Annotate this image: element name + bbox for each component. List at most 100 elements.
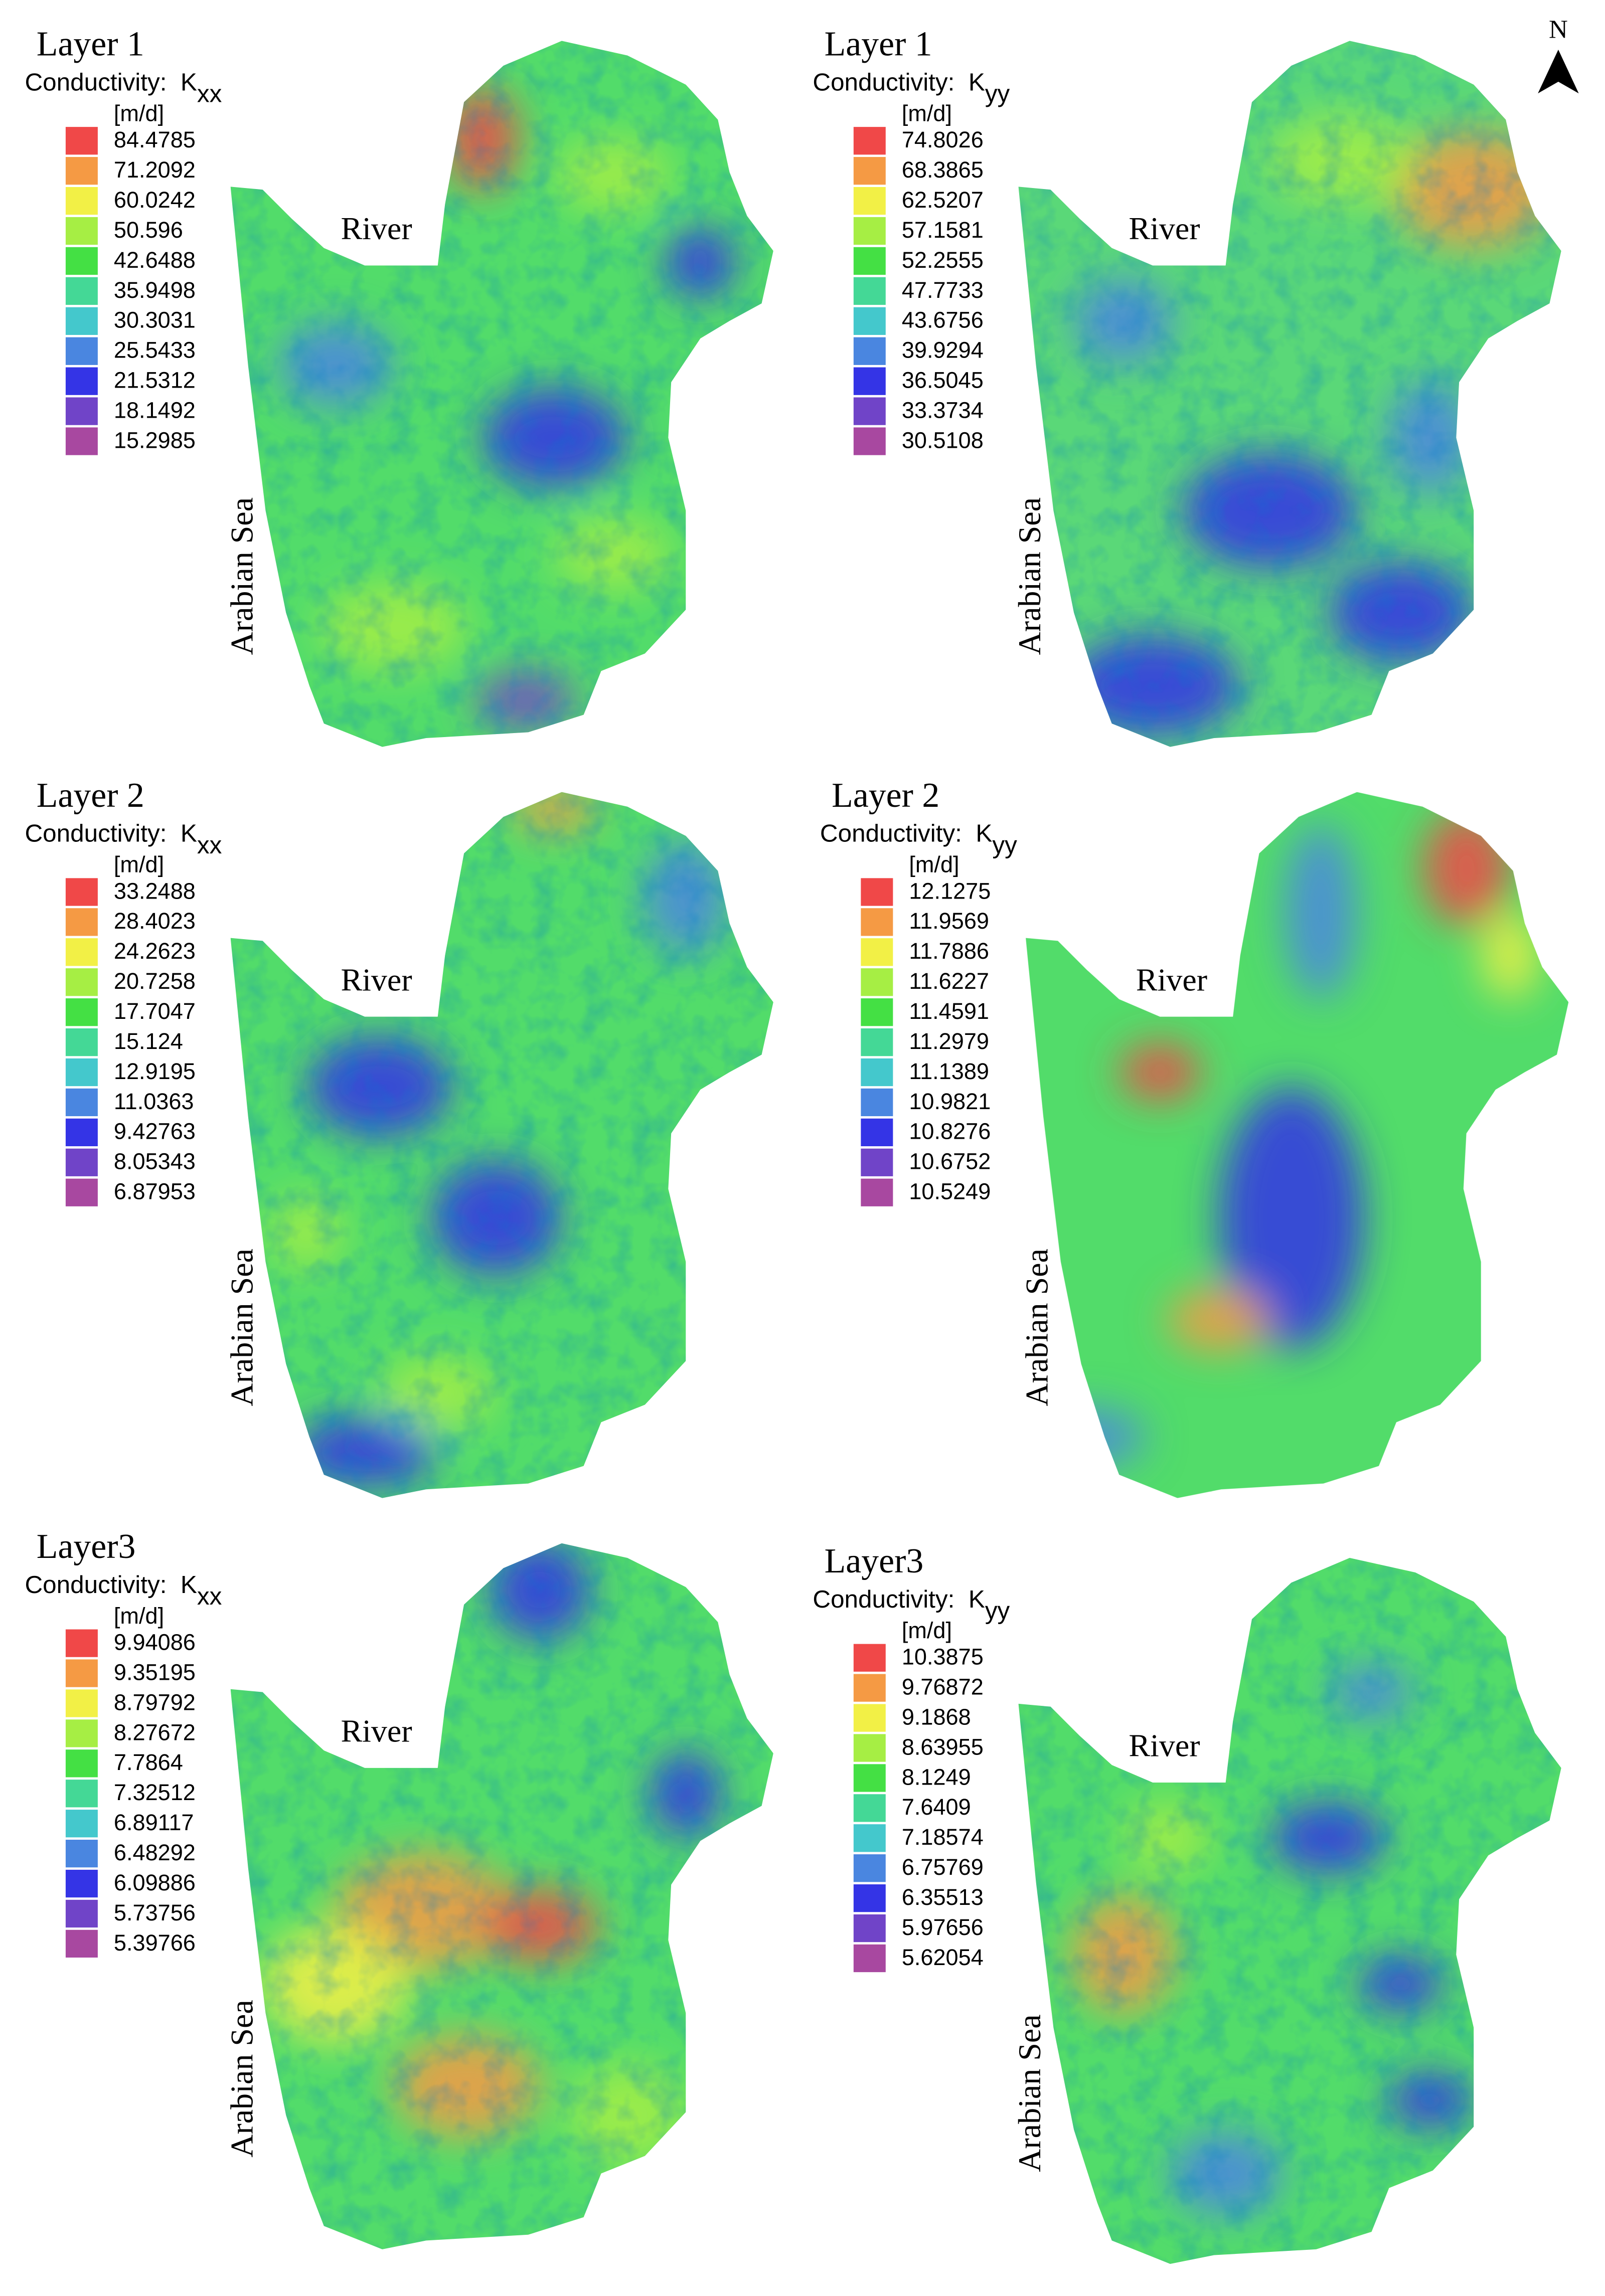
legend-label: 24.2623	[114, 938, 196, 964]
conductivity-map	[1018, 41, 1561, 747]
subtitle-subscript: yy	[985, 80, 1010, 108]
river-label: River	[341, 962, 412, 997]
legend-label: 11.6227	[909, 968, 989, 994]
legend-swatch	[65, 1148, 98, 1176]
legend-swatch	[65, 1118, 98, 1147]
legend-label: 25.5433	[114, 337, 196, 363]
subtitle-text: Conductivity: K	[25, 820, 197, 847]
legend-label: 57.1581	[902, 217, 984, 243]
legend-label: 7.32512	[114, 1780, 196, 1805]
legend-swatch	[861, 1148, 893, 1176]
legend-swatch	[853, 1794, 886, 1822]
legend-subtitle: Conductivity: Kxx	[25, 820, 222, 859]
river-label: River	[1129, 211, 1200, 246]
conductivity-map	[230, 41, 773, 747]
legend-label: 21.5312	[114, 368, 196, 393]
legend-swatch	[65, 427, 98, 455]
subtitle-subscript: xx	[197, 831, 222, 859]
legend-swatch	[861, 1028, 893, 1056]
legend-label: 12.1275	[909, 878, 991, 904]
legend-label: 5.97656	[902, 1914, 984, 1940]
legend-swatch	[853, 157, 886, 185]
legend-swatch	[65, 1869, 98, 1898]
legend-label: 28.4023	[114, 908, 196, 934]
legend-swatch	[853, 1734, 886, 1762]
legend-swatch	[65, 1629, 98, 1657]
legend-swatch	[65, 367, 98, 395]
legend-swatch	[65, 1088, 98, 1117]
river-label: River	[341, 211, 412, 246]
sea-label: Arabian Sea	[224, 497, 259, 655]
legend-swatch	[65, 1899, 98, 1928]
legend-label: 50.596	[114, 217, 183, 243]
legend-swatch	[853, 1884, 886, 1912]
legend-swatch	[853, 1824, 886, 1852]
legend-swatch	[65, 1780, 98, 1808]
legend-label: 10.3875	[902, 1644, 984, 1670]
panel-title: Layer 1	[37, 25, 144, 64]
legend-label: 10.8276	[909, 1119, 991, 1144]
legend-label: 11.7886	[909, 938, 989, 964]
subtitle-text: Conductivity: K	[813, 68, 985, 96]
legend-swatch	[65, 998, 98, 1026]
legend-label: 15.124	[114, 1028, 183, 1054]
legend-swatch	[65, 1659, 98, 1687]
north-arrow-head	[1538, 49, 1579, 94]
map-texture	[230, 1543, 773, 2249]
legend-swatch	[853, 247, 886, 275]
legend-label: 5.73756	[114, 1900, 196, 1925]
map-blob	[1028, 1407, 1146, 1466]
legend-swatch	[861, 1178, 893, 1206]
legend-subtitle: Conductivity: Kyy	[813, 1585, 1010, 1625]
legend-swatch	[861, 908, 893, 936]
legend-swatch	[853, 307, 886, 335]
sea-label: Arabian Sea	[224, 1249, 259, 1406]
river-label: River	[1129, 1728, 1200, 1763]
sea-label: Arabian Sea	[1012, 2014, 1047, 2172]
legend-label: 15.2985	[114, 427, 196, 453]
legend-unit: [m/d]	[902, 1618, 952, 1643]
panel-title: Layer 2	[832, 776, 939, 815]
sea-label: Arabian Sea	[1019, 1249, 1055, 1406]
legend-label: 11.4591	[909, 998, 989, 1024]
legend-label: 11.9569	[909, 908, 989, 934]
legend-swatch	[853, 397, 886, 425]
conductivity-map	[1026, 792, 1569, 1498]
legend-swatch	[65, 217, 98, 245]
legend-label: 35.9498	[114, 277, 196, 303]
legend-swatch	[65, 1749, 98, 1778]
legend-label: 7.18574	[902, 1824, 984, 1850]
north-label: N	[1549, 15, 1568, 44]
map-blob	[1218, 1087, 1364, 1349]
legend-swatch	[853, 337, 886, 365]
legend-label: 8.27672	[114, 1719, 196, 1745]
legend-label: 71.2092	[114, 157, 196, 183]
legend-label: 18.1492	[114, 397, 196, 423]
subtitle-text: Conductivity: K	[813, 1585, 985, 1613]
legend-label: 6.09886	[114, 1870, 196, 1895]
legend-swatch	[861, 1088, 893, 1117]
map-texture	[1018, 41, 1561, 747]
legend-swatch	[65, 1028, 98, 1056]
legend-label: 42.6488	[114, 247, 196, 273]
legend-label: 9.76872	[902, 1674, 984, 1700]
legend-swatch	[853, 277, 886, 305]
subtitle-subscript: yy	[985, 1597, 1010, 1625]
legend-label: 10.6752	[909, 1149, 991, 1174]
map-blobs	[1028, 809, 1540, 1466]
legend-swatch	[65, 1719, 98, 1747]
legend-swatch	[65, 878, 98, 906]
legend-label: 36.5045	[902, 368, 984, 393]
legend-swatch	[65, 157, 98, 185]
legend-swatch	[65, 938, 98, 966]
panel-title: Layer 1	[825, 25, 932, 64]
legend-label: 17.7047	[114, 998, 196, 1024]
legend-swatch	[65, 968, 98, 996]
legend-swatch	[65, 1929, 98, 1958]
north-arrow: N	[1538, 15, 1579, 94]
